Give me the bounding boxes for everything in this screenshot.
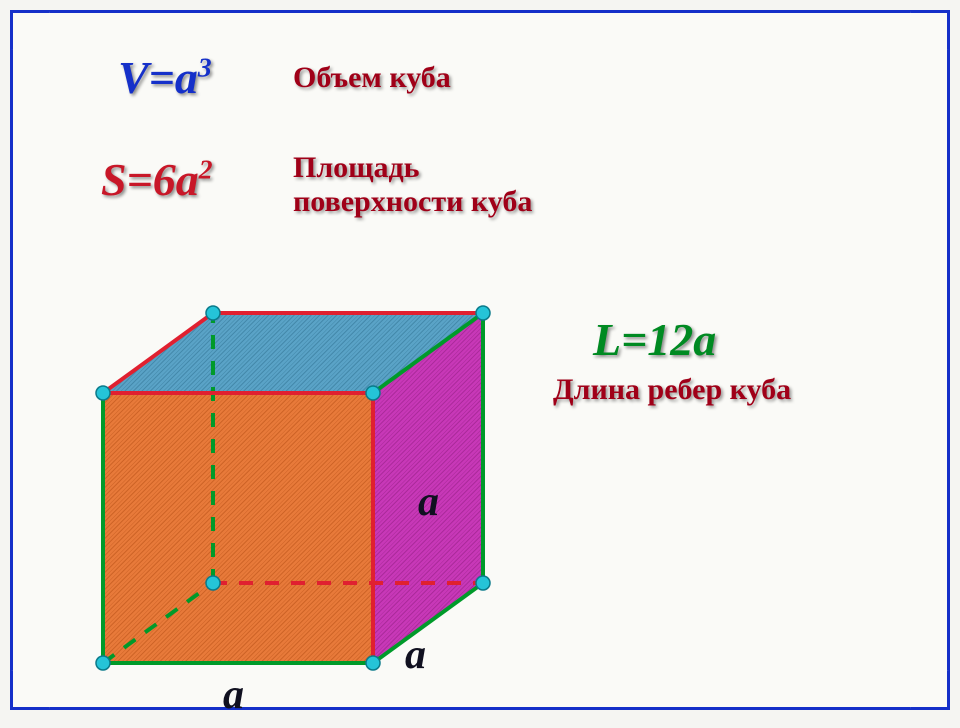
desc-area: Площадь поверхности куба — [293, 151, 532, 219]
edge-label-a3: a — [223, 671, 244, 719]
formula-edges-text: L=12a — [593, 314, 716, 365]
desc-area-l1: Площадь — [293, 151, 420, 184]
frame-corner — [10, 670, 50, 710]
frame-corner — [10, 10, 50, 50]
edge-label-a2: a — [405, 631, 426, 679]
decorative-frame: V=a3 Объем куба S=6a2 Площадь поверхност… — [10, 10, 950, 710]
formula-edges: L=12a — [593, 313, 716, 366]
formula-area-sup: 2 — [199, 154, 213, 185]
cube-diagram: a a a — [73, 303, 503, 723]
desc-volume: Объем куба — [293, 61, 451, 95]
frame-corner — [910, 670, 950, 710]
formula-volume-text: V=a — [118, 52, 198, 103]
formula-area-text: S=6a — [101, 154, 199, 205]
desc-area-l2: поверхности куба — [293, 185, 532, 218]
frame-corner — [910, 10, 950, 50]
formula-volume-sup: 3 — [198, 52, 212, 83]
edge-label-a1: a — [418, 478, 439, 526]
formula-area: S=6a2 — [101, 153, 213, 206]
formula-volume: V=a3 — [118, 51, 212, 104]
desc-edges: Длина ребер куба — [553, 373, 791, 407]
